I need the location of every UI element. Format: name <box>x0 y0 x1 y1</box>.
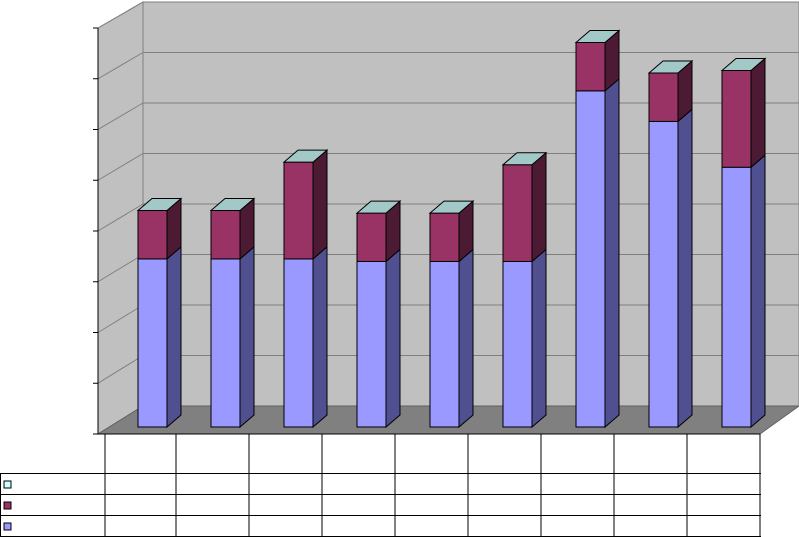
bar-segment-side <box>750 57 766 169</box>
bar-segment-side <box>750 154 766 429</box>
bar-top-face <box>282 149 329 163</box>
bar-top-face <box>428 200 475 214</box>
gridline-side <box>97 203 144 232</box>
bar-segment <box>283 161 314 260</box>
bar-segment-side <box>604 77 620 429</box>
bar-segment-side <box>531 248 547 429</box>
bar-segment <box>429 260 460 428</box>
bar-segment <box>356 260 387 428</box>
bar-segment <box>137 210 168 260</box>
bar-segment-side <box>239 245 255 429</box>
gridline-side <box>97 102 144 130</box>
legend-key <box>3 480 12 489</box>
bar-segment <box>502 260 533 428</box>
bar-segment <box>648 72 679 122</box>
bar-segment-side <box>312 245 328 429</box>
bar-segment <box>210 258 241 428</box>
bar-top-face <box>355 200 402 214</box>
bar-segment <box>721 166 752 428</box>
gridline-side <box>97 355 144 384</box>
bar-segment-side <box>312 149 328 261</box>
bar-segment <box>648 120 679 428</box>
bar-top-face <box>574 29 621 43</box>
bar-top-face <box>647 60 694 74</box>
gridline-side <box>97 304 144 333</box>
bar-segment <box>575 90 606 428</box>
bar-segment-side <box>531 151 547 263</box>
legend-key <box>3 522 12 531</box>
bar-segment-side <box>458 248 474 429</box>
bar-top-face <box>209 198 256 212</box>
bar-top-face <box>720 57 767 71</box>
gridline-side <box>97 52 144 80</box>
bar-top-face <box>136 198 183 212</box>
gridline-side <box>97 1 144 29</box>
bar-segment-side <box>677 108 693 429</box>
bar-segment-side <box>166 245 182 429</box>
bar-segment-side <box>385 248 401 429</box>
bar-segment <box>429 212 460 262</box>
bar-segment <box>137 258 168 428</box>
bar-top-face <box>501 152 548 166</box>
bar-segment <box>721 69 752 168</box>
gridline-side <box>97 153 144 181</box>
gridline-side <box>97 254 144 283</box>
bar-segment <box>283 258 314 428</box>
bar-segment <box>210 210 241 260</box>
bar-segment <box>356 212 387 262</box>
bar-segment <box>502 164 533 262</box>
legend-key <box>3 501 12 510</box>
bar-segment <box>575 41 606 92</box>
